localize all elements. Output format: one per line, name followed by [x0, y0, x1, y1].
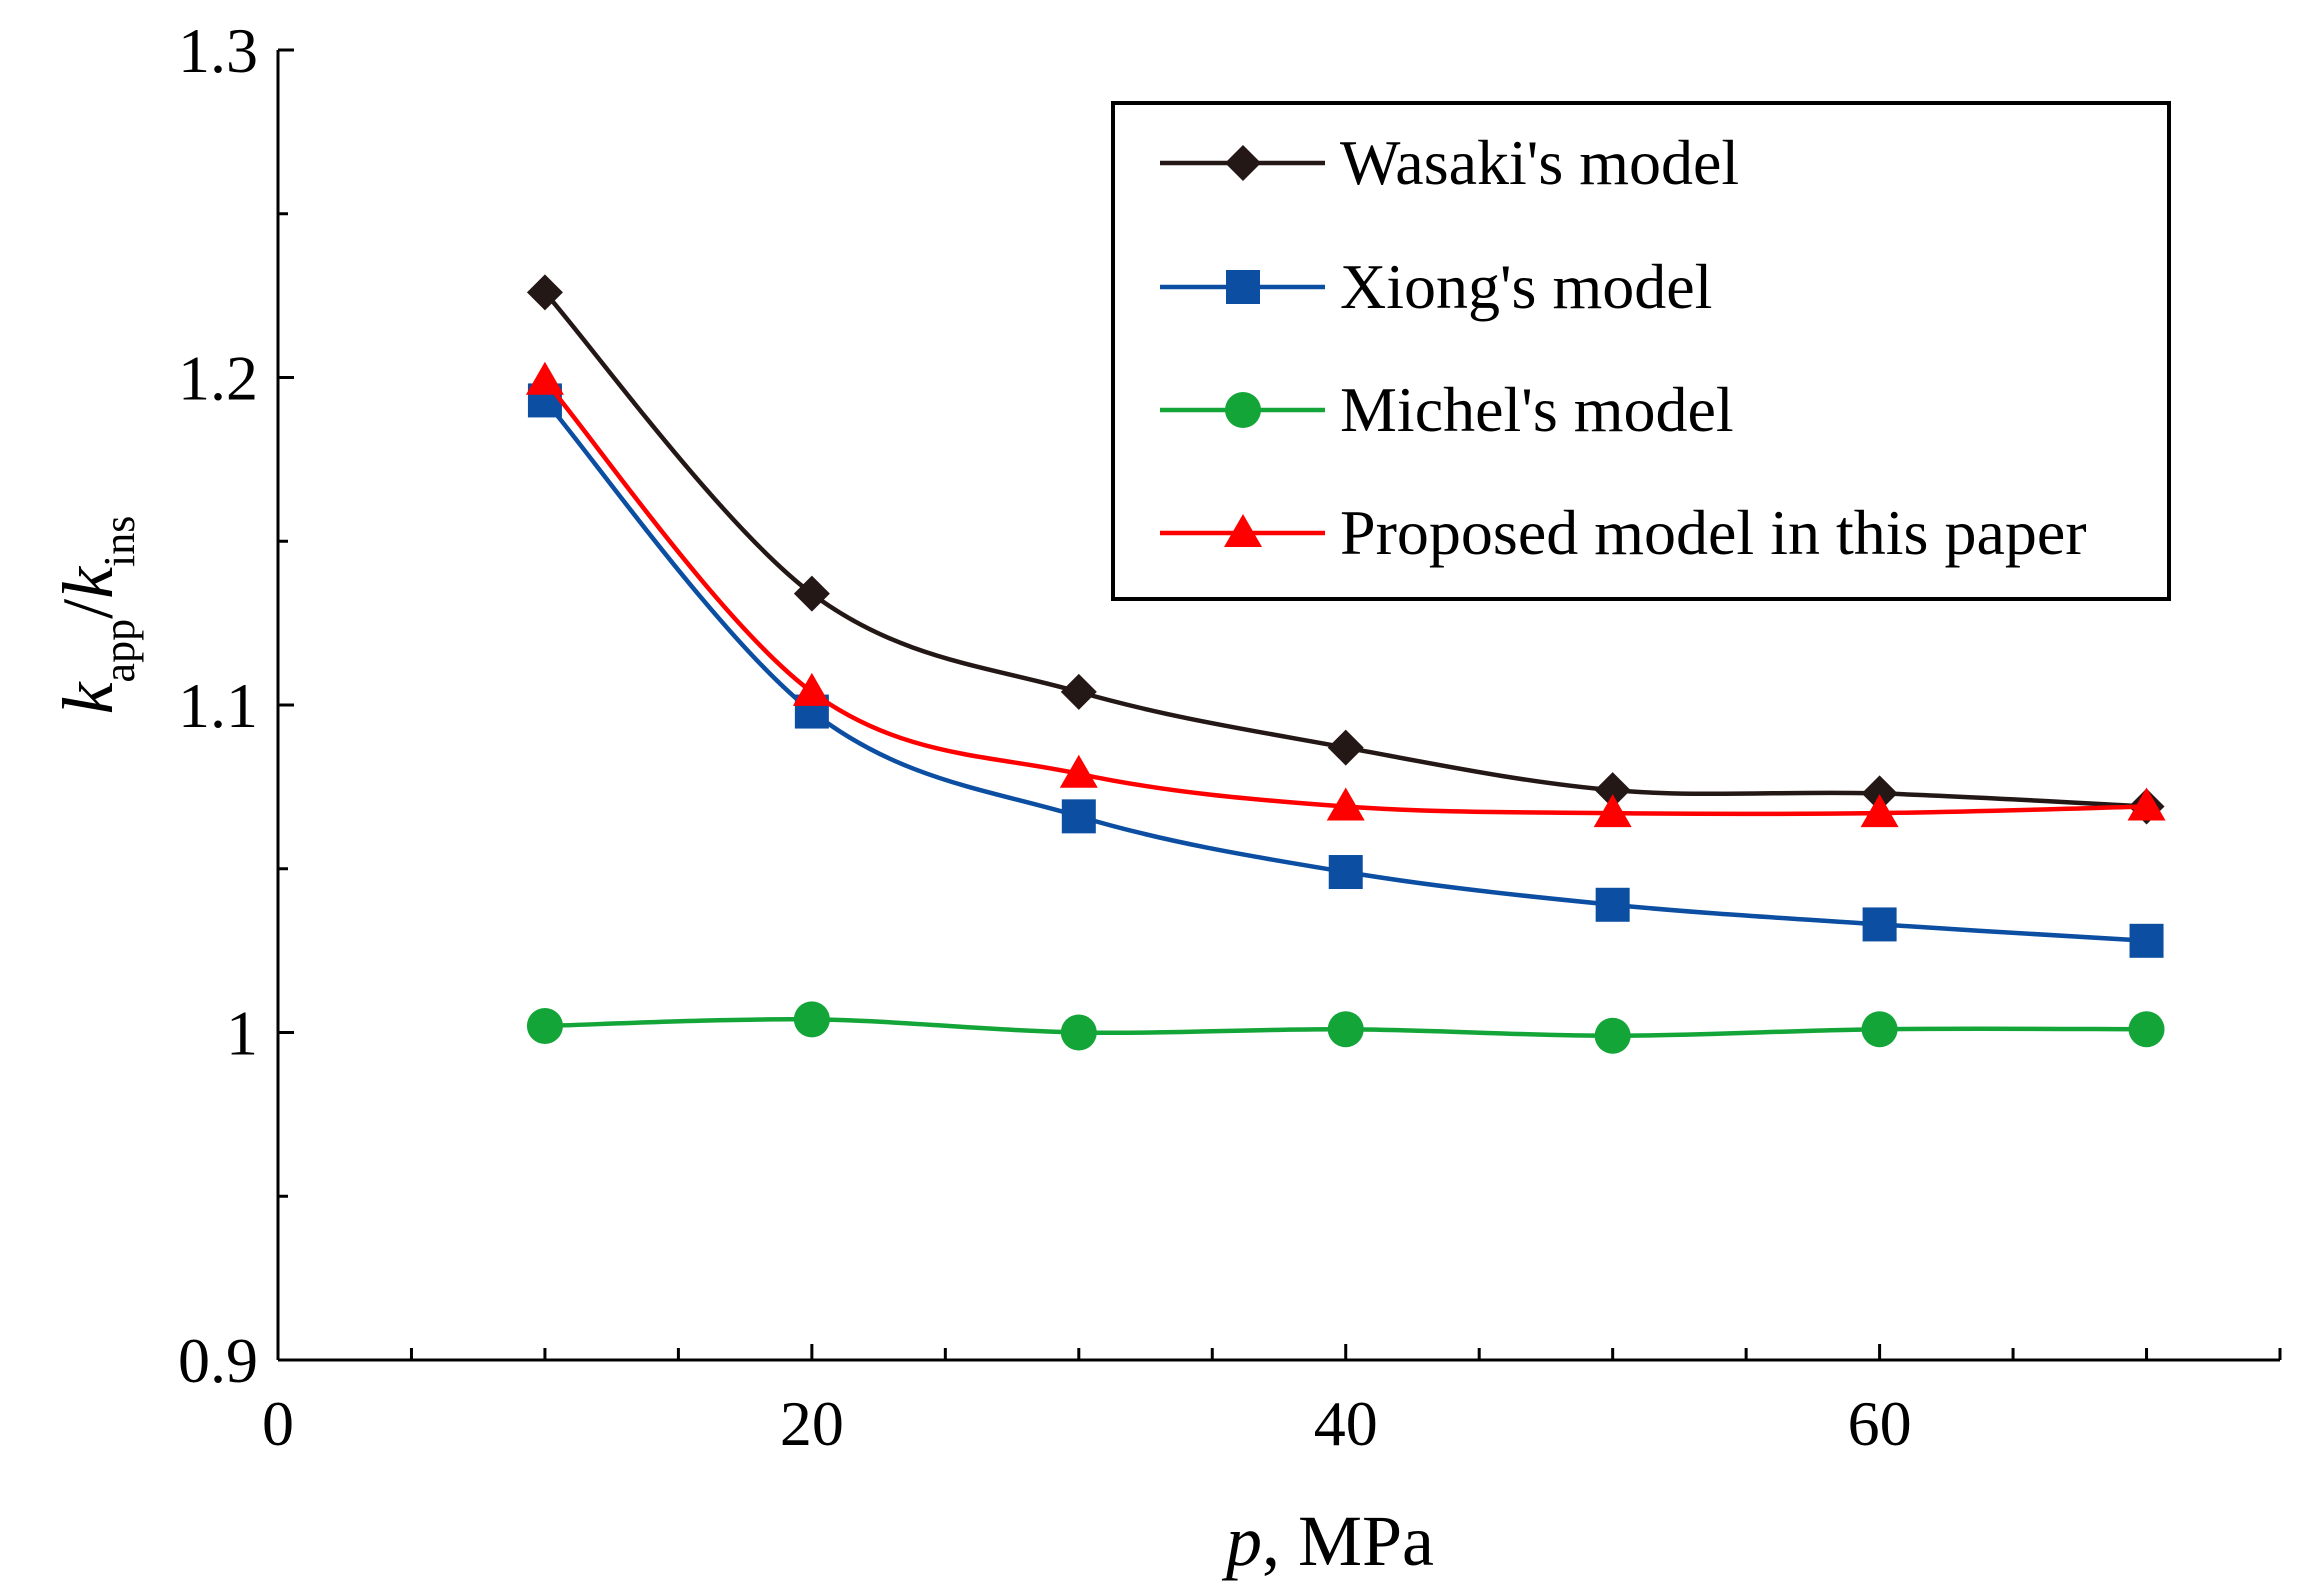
data-point [1327, 729, 1364, 766]
data-point [1860, 794, 1899, 828]
y-axis-title-k2: k [48, 565, 128, 599]
data-point [1593, 794, 1632, 828]
legend-swatch-marker [1226, 270, 1260, 304]
x-tick-label: 40 [1314, 1388, 1378, 1459]
y-axis-title-slash: / [48, 599, 128, 619]
data-point [1059, 754, 1098, 788]
x-tick-label: 0 [262, 1388, 294, 1459]
data-point [1861, 1011, 1898, 1048]
legend-label: Xiong's model [1340, 251, 1712, 322]
data-point [1327, 1011, 1364, 1048]
data-point [793, 575, 830, 612]
legend-label: Michel's model [1340, 374, 1734, 445]
ticks-layer [276, 48, 2282, 1362]
data-point [793, 1001, 830, 1038]
data-point [1594, 1017, 1631, 1054]
y-tick-label: 1.1 [178, 670, 258, 741]
legend: Wasaki's model Xiong's model Michel's mode… [1111, 101, 2171, 601]
data-point [1328, 855, 1363, 890]
data-point [1326, 787, 1365, 821]
series-layer [525, 274, 2166, 1054]
legend-label: Proposed model in this paper [1340, 497, 2087, 568]
series-circle [526, 1001, 2165, 1054]
data-point [1861, 775, 1898, 812]
series-square [527, 383, 2164, 958]
y-axis-title-sub2: ins [95, 516, 144, 567]
data-point [2129, 923, 2164, 958]
legend-swatch-marker [1224, 514, 1262, 547]
data-point [526, 1007, 563, 1044]
legend-swatch-marker [1225, 392, 1261, 428]
data-point [1060, 1014, 1097, 1051]
y-tick-label: 1.3 [178, 15, 258, 86]
legend-item: Wasaki's model [1160, 127, 1739, 198]
tick-labels-layer: 0.9 1 1.1 1.2 1.3 0 20 40 60 [178, 15, 1912, 1459]
data-point [792, 672, 831, 706]
data-point [1061, 799, 1096, 834]
legend-label: Wasaki's model [1340, 127, 1739, 198]
data-point [1060, 673, 1097, 710]
x-axis-title-var: p [1221, 1501, 1262, 1581]
legend-box [1111, 101, 2171, 601]
data-point [525, 361, 564, 395]
x-axis-title-unit: , MPa [1262, 1501, 1434, 1581]
y-axis-title: kapp/kins [48, 516, 144, 715]
x-axis-title: p, MPa [1221, 1501, 1434, 1581]
series-triangle [525, 361, 2166, 828]
legend-swatch-marker [1225, 145, 1261, 181]
x-tick-label: 60 [1848, 1388, 1912, 1459]
legend-item: Michel's model [1160, 374, 1734, 445]
svg-text:kapp/kins: kapp/kins [48, 516, 144, 715]
data-point [1595, 887, 1630, 922]
legend-item: Xiong's model [1160, 251, 1712, 322]
legend-items: Wasaki's model Xiong's model Michel's mode… [1160, 127, 2087, 568]
y-tick-label: 1 [226, 998, 258, 1069]
data-point [526, 274, 563, 311]
series-diamond [526, 274, 2165, 825]
data-point [1594, 772, 1631, 809]
data-point [2128, 1011, 2165, 1048]
y-axis-title-k1: k [48, 680, 128, 714]
y-axis-title-sub1: app [95, 619, 144, 683]
x-tick-label: 20 [780, 1388, 844, 1459]
data-point [2127, 787, 2166, 821]
y-tick-label: 1.2 [178, 343, 258, 414]
data-point [1862, 907, 1897, 942]
legend-item: Proposed model in this paper [1160, 497, 2087, 568]
y-tick-label: 0.9 [178, 1325, 258, 1396]
